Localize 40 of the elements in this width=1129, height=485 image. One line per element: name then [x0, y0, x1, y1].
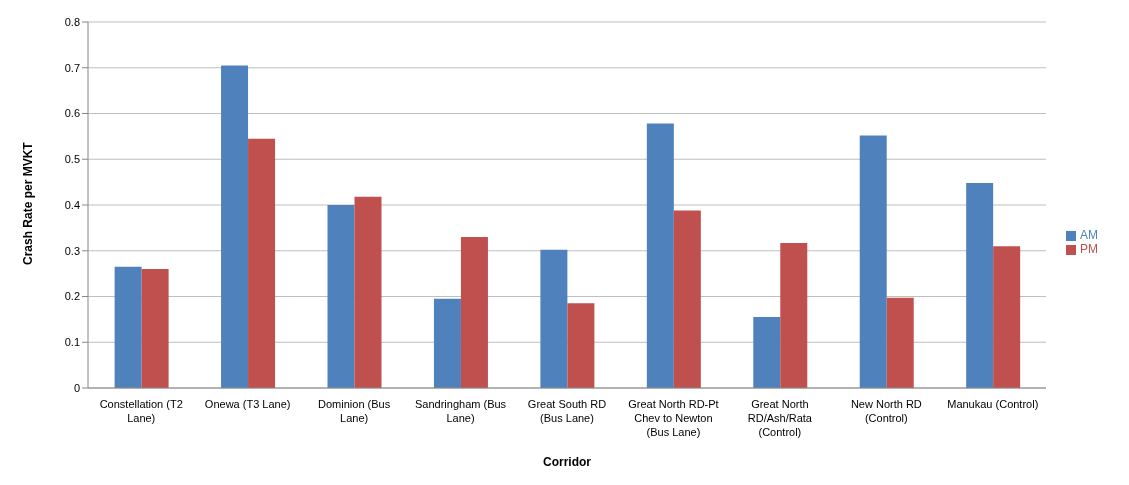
x-tick-label: Constellation (T2 Lane) [99, 398, 183, 424]
bar [646, 123, 674, 388]
y-tick-label: 0.1 [64, 336, 80, 349]
bar [540, 249, 568, 388]
y-tick-label: 0 [73, 381, 80, 394]
y-tick-label: 0.2 [64, 290, 80, 303]
x-tick-label: Onewa (T3 Lane) [204, 398, 291, 410]
bar [673, 210, 701, 388]
y-tick-label: 0.3 [64, 244, 80, 257]
bar [114, 266, 142, 388]
bar [460, 237, 488, 388]
bar [886, 297, 914, 388]
x-tick-label: Dominion (Bus Lane) [318, 398, 391, 424]
legend-label: AM [1080, 228, 1098, 242]
y-axis-title: Crash Rate per MVKT [21, 141, 36, 265]
x-tick-label: Sandringham (Bus Lane) [415, 398, 507, 424]
bar [141, 269, 169, 388]
x-tick-label: Great South RD (Bus Lane) [527, 398, 607, 424]
bar [221, 65, 249, 388]
legend-label: PM [1080, 242, 1098, 256]
x-tick-label: New North RD (Control) [850, 398, 922, 424]
bar [248, 138, 276, 388]
bar [993, 246, 1021, 388]
y-tick-label: 0.6 [64, 107, 80, 120]
y-tick-label: 0.7 [64, 61, 80, 74]
y-tick-label: 0.5 [64, 153, 80, 166]
y-tick-label: 0.4 [64, 198, 80, 211]
bar [859, 135, 887, 388]
bar [433, 298, 461, 388]
x-tick-label: Great North RD-Pt Chev to Newton (Bus Lane) [628, 398, 719, 438]
bar [327, 205, 355, 388]
bar [780, 242, 808, 388]
bar [966, 183, 994, 388]
x-tick-label: Great North RD/Ash/Rata (Control) [747, 398, 813, 438]
y-tick-label: 0.8 [64, 15, 80, 28]
bar [567, 303, 595, 388]
bar [753, 317, 781, 388]
x-tick-label: Manukau (Control) [947, 398, 1039, 410]
bar [354, 196, 382, 388]
x-axis-title: Corridor [543, 455, 592, 469]
